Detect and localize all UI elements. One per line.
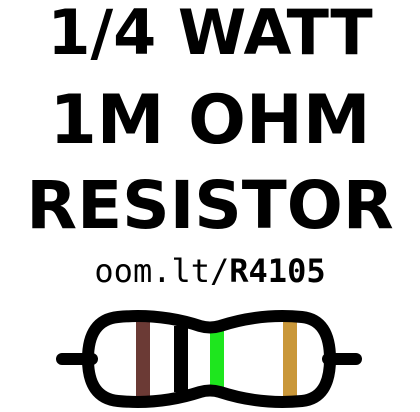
product-url: oom.lt/R4105 bbox=[0, 255, 420, 287]
band-4 bbox=[283, 322, 297, 396]
resistor-body bbox=[82, 310, 336, 408]
url-prefix: oom.lt/ bbox=[94, 252, 230, 290]
resistor-icon bbox=[56, 310, 362, 408]
band-2 bbox=[174, 326, 188, 392]
title-resistance: 1M OHM bbox=[49, 81, 371, 160]
title-component: RESISTOR bbox=[26, 167, 394, 244]
title-wattage: 1/4 WATT bbox=[47, 0, 373, 69]
band-3 bbox=[210, 328, 224, 390]
url-code: R4105 bbox=[229, 252, 326, 290]
band-1 bbox=[136, 322, 150, 396]
